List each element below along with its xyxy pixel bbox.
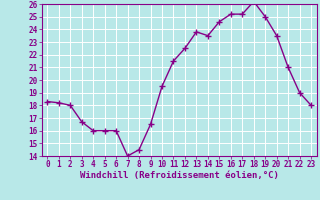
X-axis label: Windchill (Refroidissement éolien,°C): Windchill (Refroidissement éolien,°C)	[80, 171, 279, 180]
